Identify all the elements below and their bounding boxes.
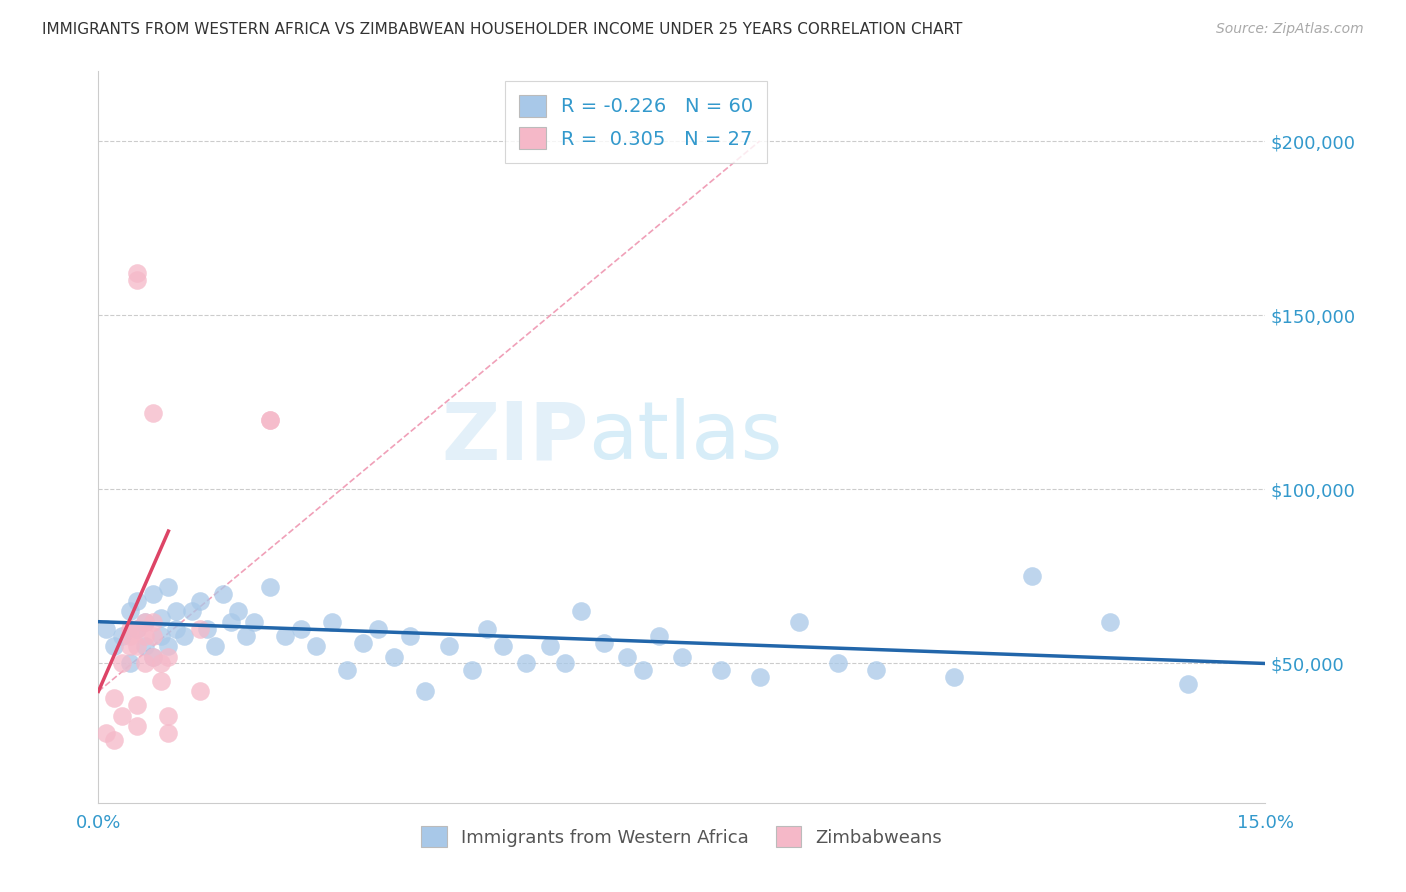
- Point: [367, 622, 389, 636]
- Point: [149, 629, 172, 643]
- Text: atlas: atlas: [589, 398, 783, 476]
- Point: [103, 733, 125, 747]
- Point: [173, 629, 195, 643]
- Point: [111, 708, 134, 723]
- Point: [127, 266, 149, 280]
- Point: [134, 615, 156, 629]
- Point: [142, 615, 165, 629]
- Point: [188, 622, 211, 636]
- Point: [290, 622, 312, 636]
- Point: [134, 615, 156, 629]
- Point: [118, 604, 141, 618]
- Point: [180, 604, 202, 618]
- Point: [111, 657, 134, 671]
- Point: [165, 604, 187, 618]
- Point: [157, 639, 180, 653]
- Point: [259, 580, 281, 594]
- Point: [352, 635, 374, 649]
- Point: [748, 670, 770, 684]
- Point: [647, 629, 669, 643]
- Point: [165, 622, 187, 636]
- Point: [212, 587, 235, 601]
- Point: [204, 639, 226, 653]
- Point: [127, 594, 149, 608]
- Point: [149, 611, 172, 625]
- Point: [103, 691, 125, 706]
- Point: [149, 657, 172, 671]
- Point: [157, 580, 180, 594]
- Point: [461, 664, 484, 678]
- Point: [157, 649, 180, 664]
- Point: [157, 708, 180, 723]
- Point: [1098, 615, 1121, 629]
- Point: [259, 412, 281, 426]
- Point: [243, 615, 266, 629]
- Point: [134, 639, 156, 653]
- Text: ZIP: ZIP: [441, 398, 589, 476]
- Point: [127, 273, 149, 287]
- Text: Source: ZipAtlas.com: Source: ZipAtlas.com: [1216, 22, 1364, 37]
- Point: [710, 664, 733, 678]
- Point: [336, 664, 359, 678]
- Text: IMMIGRANTS FROM WESTERN AFRICA VS ZIMBABWEAN HOUSEHOLDER INCOME UNDER 25 YEARS C: IMMIGRANTS FROM WESTERN AFRICA VS ZIMBAB…: [42, 22, 963, 37]
- Point: [554, 657, 576, 671]
- Point: [671, 649, 693, 664]
- Point: [943, 670, 966, 684]
- Point: [569, 604, 592, 618]
- Point: [142, 406, 165, 420]
- Point: [593, 635, 616, 649]
- Point: [437, 639, 460, 653]
- Point: [103, 639, 125, 653]
- Point: [274, 629, 297, 643]
- Point: [157, 726, 180, 740]
- Point: [127, 639, 149, 653]
- Point: [118, 657, 141, 671]
- Point: [492, 639, 515, 653]
- Point: [413, 684, 436, 698]
- Point: [127, 622, 149, 636]
- Point: [228, 604, 250, 618]
- Point: [382, 649, 405, 664]
- Point: [142, 629, 165, 643]
- Point: [134, 629, 156, 643]
- Point: [96, 622, 118, 636]
- Point: [118, 622, 141, 636]
- Point: [142, 649, 165, 664]
- Point: [142, 587, 165, 601]
- Point: [111, 629, 134, 643]
- Point: [127, 622, 149, 636]
- Point: [118, 639, 141, 653]
- Point: [305, 639, 328, 653]
- Point: [398, 629, 420, 643]
- Legend: Immigrants from Western Africa, Zimbabweans: Immigrants from Western Africa, Zimbabwe…: [409, 814, 955, 860]
- Point: [515, 657, 537, 671]
- Point: [616, 649, 638, 664]
- Point: [321, 615, 343, 629]
- Point: [188, 684, 211, 698]
- Point: [259, 412, 281, 426]
- Point: [631, 664, 654, 678]
- Point: [1021, 569, 1043, 583]
- Point: [118, 629, 141, 643]
- Point: [235, 629, 257, 643]
- Point: [787, 615, 810, 629]
- Point: [538, 639, 561, 653]
- Point: [134, 657, 156, 671]
- Point: [219, 615, 242, 629]
- Point: [142, 649, 165, 664]
- Point: [865, 664, 887, 678]
- Point: [195, 622, 218, 636]
- Point: [127, 698, 149, 713]
- Point: [188, 594, 211, 608]
- Point: [127, 719, 149, 733]
- Point: [1177, 677, 1199, 691]
- Point: [827, 657, 849, 671]
- Point: [96, 726, 118, 740]
- Point: [477, 622, 499, 636]
- Point: [149, 673, 172, 688]
